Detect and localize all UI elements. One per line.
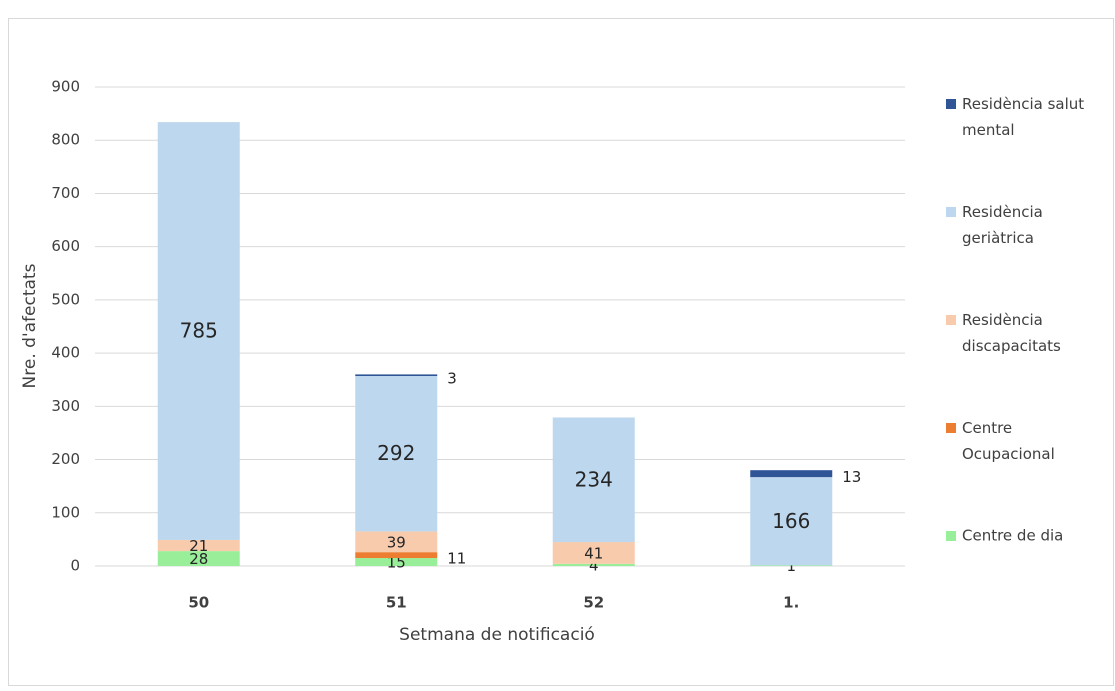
data-label: 4 bbox=[589, 556, 599, 574]
data-label: 785 bbox=[180, 319, 218, 343]
legend-swatch bbox=[946, 423, 956, 433]
data-label: 21 bbox=[189, 537, 208, 555]
y-tick-label: 0 bbox=[70, 557, 80, 575]
bar-segment bbox=[552, 563, 635, 566]
legend-swatch bbox=[946, 315, 956, 325]
y-tick-label: 700 bbox=[51, 184, 80, 202]
bar-segment bbox=[552, 542, 635, 564]
data-label: 39 bbox=[387, 533, 406, 551]
legend-line: Residència bbox=[962, 203, 1043, 221]
legend-label: Centre Ocupacional bbox=[962, 419, 1055, 463]
data-label: 41 bbox=[584, 544, 603, 562]
bar-segment bbox=[355, 531, 438, 553]
bar-segment bbox=[355, 374, 438, 376]
legend-label: Residència geriàtrica bbox=[962, 203, 1043, 247]
legend-label: Centre de dia bbox=[962, 527, 1063, 545]
bar-segment bbox=[750, 470, 833, 478]
data-label: 11 bbox=[447, 550, 466, 568]
bar-segment bbox=[157, 539, 240, 552]
y-tick-label: 500 bbox=[51, 290, 80, 308]
legend-line: mental bbox=[962, 121, 1015, 139]
data-label: 1 bbox=[786, 557, 796, 575]
legend-swatch bbox=[946, 207, 956, 217]
x-tick-label: 51 bbox=[386, 594, 407, 612]
legend-swatch bbox=[946, 99, 956, 109]
data-label: 28 bbox=[189, 550, 208, 568]
y-tick-label: 100 bbox=[51, 503, 80, 521]
legend-label: Residència discapacitats bbox=[962, 311, 1061, 355]
x-axis-title: Setmana de notificació bbox=[399, 625, 595, 645]
legend-line: Residència bbox=[962, 311, 1043, 329]
bar-segment bbox=[750, 565, 833, 566]
legend-line: discapacitats bbox=[962, 337, 1061, 355]
legend-swatch bbox=[946, 531, 956, 541]
data-label: 3 bbox=[447, 370, 457, 388]
y-tick-label: 200 bbox=[51, 450, 80, 468]
bar-segment bbox=[157, 551, 240, 566]
y-tick-label: 600 bbox=[51, 237, 80, 255]
data-label: 166 bbox=[772, 509, 810, 533]
legend-line: Ocupacional bbox=[962, 445, 1055, 463]
y-tick-label: 900 bbox=[51, 78, 80, 96]
x-tick-label: 50 bbox=[188, 594, 209, 612]
bar-segment bbox=[552, 417, 635, 543]
legend-line: Residència salut bbox=[962, 95, 1084, 113]
bar-segment bbox=[157, 122, 240, 540]
data-label: 234 bbox=[575, 467, 613, 491]
data-label: 13 bbox=[842, 468, 861, 486]
legend-label: Residència salut mental bbox=[962, 95, 1084, 139]
data-label: 292 bbox=[377, 441, 415, 465]
y-axis-title: Nre. d'afectats bbox=[20, 263, 40, 388]
y-tick-label: 400 bbox=[51, 344, 80, 362]
bar-segment bbox=[750, 477, 833, 566]
legend-line: Centre bbox=[962, 419, 1012, 437]
y-tick-label: 800 bbox=[51, 131, 80, 149]
bar-segment bbox=[355, 558, 438, 566]
legend-line: geriàtrica bbox=[962, 229, 1034, 247]
x-tick-label: 1. bbox=[783, 594, 799, 612]
y-tick-label: 300 bbox=[51, 397, 80, 415]
bar-segment bbox=[355, 552, 438, 559]
x-tick-label: 52 bbox=[583, 594, 604, 612]
bar-segment bbox=[355, 375, 438, 532]
